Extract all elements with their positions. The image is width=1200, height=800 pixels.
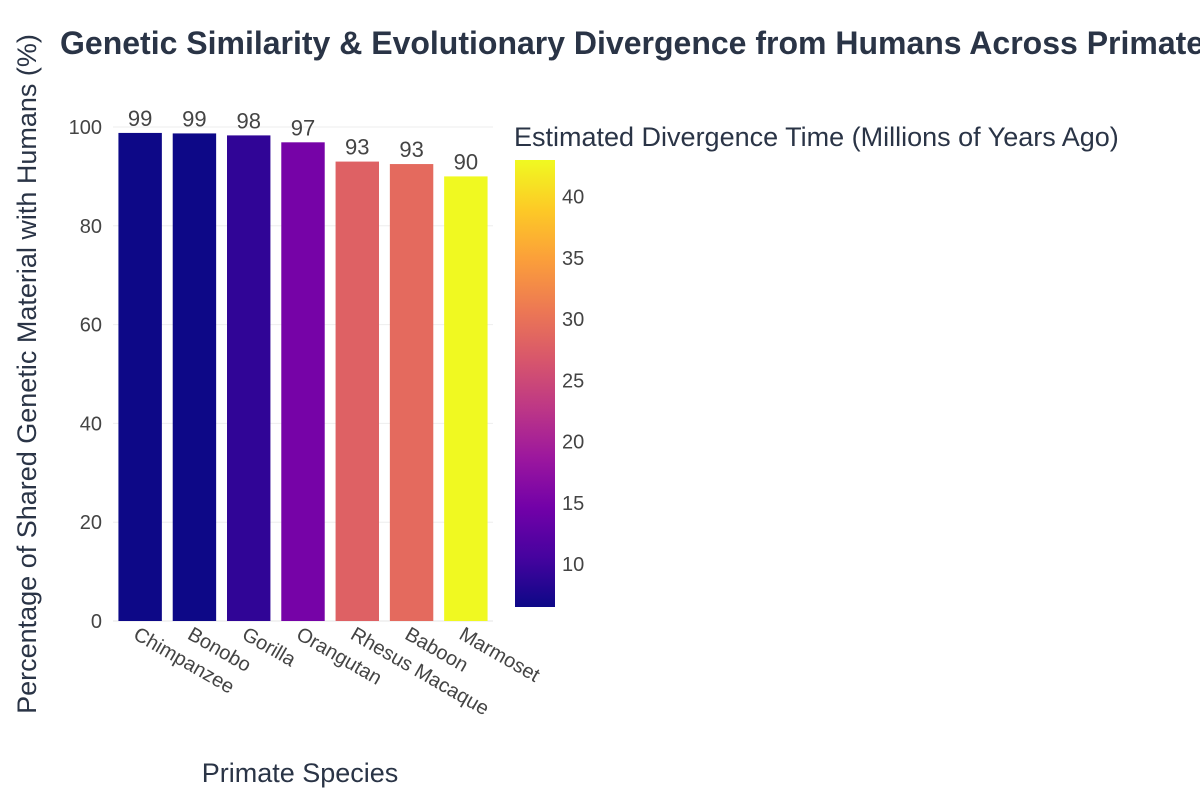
bar-rhesus-macaque [335, 161, 379, 621]
bar-marmoset [444, 176, 488, 621]
bar-data-label: 93 [399, 137, 423, 162]
colorbar-tick-label: 20 [562, 432, 584, 454]
bar-baboon [389, 164, 434, 622]
bar-data-label: 99 [128, 106, 152, 131]
bar-orangutan [281, 142, 325, 621]
bar-data-label: 99 [182, 106, 206, 131]
chart-title: Genetic Similarity & Evolutionary Diverg… [60, 25, 1200, 61]
colorbar [515, 160, 555, 607]
colorbar-tick-label: 40 [562, 187, 584, 209]
bar-data-label: 90 [454, 149, 478, 174]
bar-data-label: 93 [345, 135, 369, 160]
bar-data-label: 97 [291, 115, 315, 140]
bar-data-labels: 99 99 98 97 93 93 90 [128, 106, 478, 174]
y-tick-label: 80 [80, 216, 102, 238]
bars [118, 132, 488, 622]
colorbar-tick-label: 10 [562, 554, 584, 576]
colorbar-ticks: 10 15 20 25 30 35 40 [562, 187, 584, 576]
bar-data-label: 98 [236, 108, 260, 133]
bar-chimpanzee [118, 132, 162, 622]
colorbar-tick-label: 15 [562, 493, 584, 515]
y-tick-label: 40 [80, 413, 102, 435]
y-tick-label: 20 [80, 512, 102, 534]
y-tick-label: 0 [91, 611, 102, 633]
colorbar-tick-label: 30 [562, 309, 584, 331]
y-tick-label: 60 [80, 315, 102, 337]
x-axis-title: Primate Species [202, 758, 399, 788]
y-axis-ticks: 0 20 40 60 80 100 [69, 117, 102, 633]
y-axis-title: Percentage of Shared Genetic Material wi… [12, 34, 42, 714]
colorbar-title: Estimated Divergence Time (Millions of Y… [514, 122, 1119, 152]
colorbar-tick-label: 25 [562, 370, 584, 392]
y-tick-label: 100 [69, 117, 102, 139]
colorbar-tick-label: 35 [562, 248, 584, 270]
bar-gorilla [227, 135, 271, 621]
bar-bonobo [172, 133, 217, 621]
